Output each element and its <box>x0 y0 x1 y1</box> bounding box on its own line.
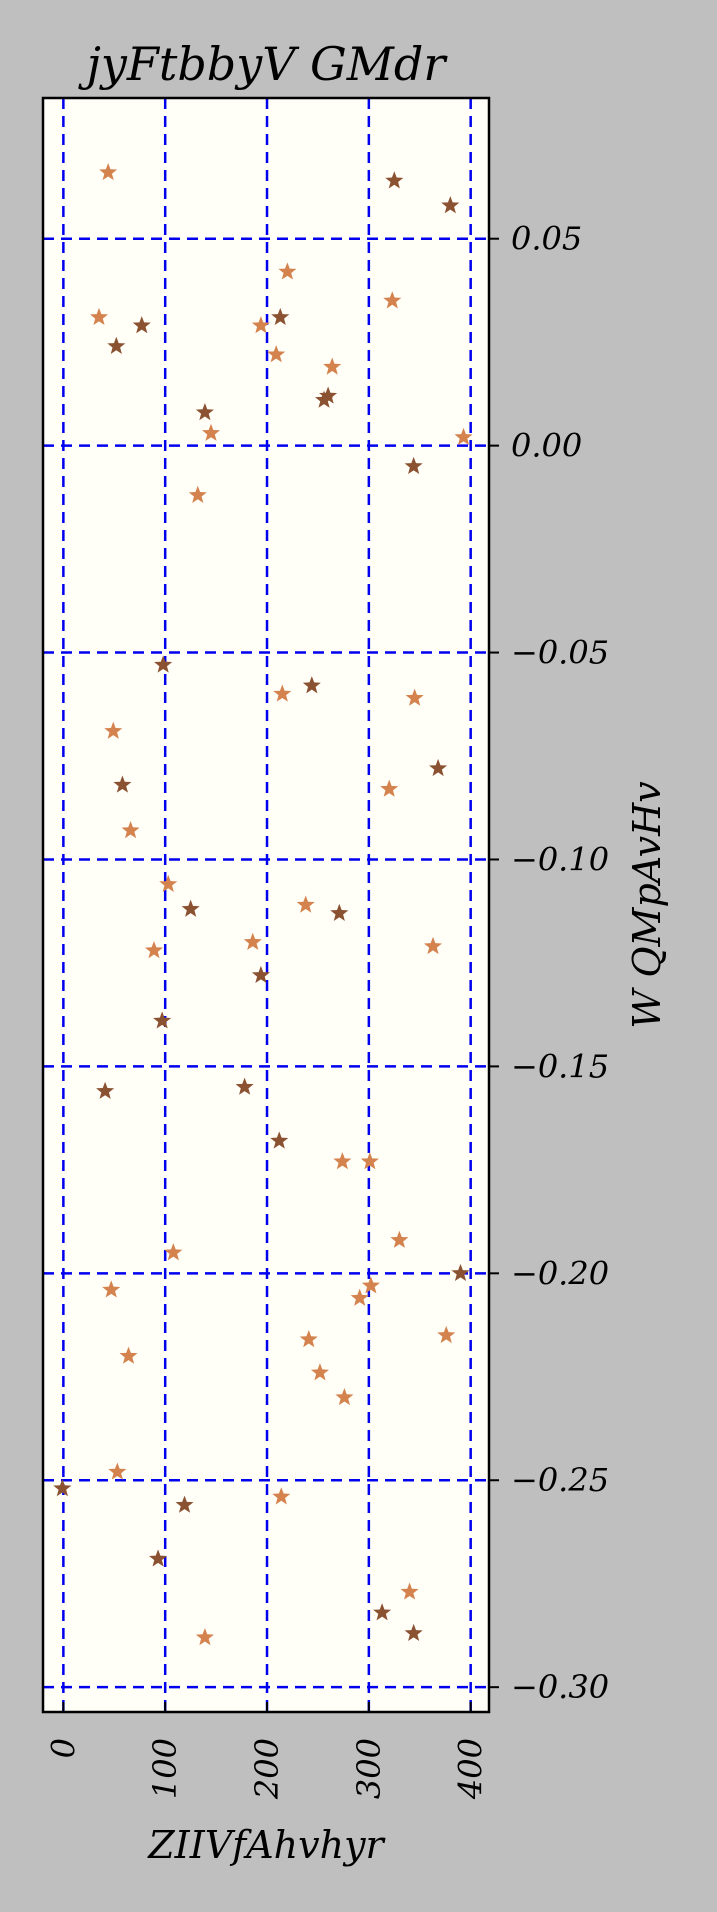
scatter-point-series-1 <box>315 390 334 408</box>
scatter-point-series-1 <box>251 965 270 984</box>
scatter-point-series-1 <box>429 758 448 777</box>
scatter-point-series-2 <box>251 316 270 334</box>
scatter-point-series-1 <box>175 1495 194 1513</box>
scatter-point-series-2 <box>119 1346 138 1364</box>
y-tick-label: −0.05 <box>511 634 609 672</box>
scatter-point-series-2 <box>108 1462 127 1480</box>
data-points <box>53 162 473 1646</box>
scatter-point-series-1 <box>404 456 423 475</box>
plot-frame <box>41 96 491 1714</box>
x-tick-label: 400 <box>452 1738 490 1800</box>
x-tick-label: 200 <box>248 1738 286 1800</box>
scatter-point-series-2 <box>273 684 292 702</box>
scatter-point-series-2 <box>296 895 315 913</box>
x-tick-label: 0 <box>44 1738 82 1758</box>
x-tick-label: 300 <box>350 1738 388 1799</box>
scatter-point-series-1 <box>149 1549 168 1567</box>
scatter-point-series-2 <box>380 779 399 797</box>
scatter-point-series-2 <box>360 1152 379 1170</box>
scatter-point-series-2 <box>195 1628 214 1646</box>
scatter-point-series-2 <box>299 1330 318 1348</box>
scatter-point-series-1 <box>96 1081 115 1099</box>
scatter-point-series-1 <box>404 1623 423 1642</box>
scatter-point-series-1 <box>451 1263 470 1282</box>
scatter-point-series-2 <box>333 1152 352 1170</box>
scatter-point-series-2 <box>361 1276 380 1294</box>
y-tick-label: 0.00 <box>511 427 582 465</box>
scatter-point-series-2 <box>335 1387 354 1406</box>
scatter-point-series-1 <box>113 775 132 793</box>
axis-ticks: 0 100 200 300 400 0.05 0.00 −0.05 −0.10 −0.15 −0.2… <box>44 220 609 1800</box>
scatter-point-series-1 <box>373 1603 392 1621</box>
scatter-point-series-2 <box>159 874 178 892</box>
scatter-point-series-2 <box>278 262 297 280</box>
scatter-point-series-2 <box>350 1288 369 1306</box>
scatter-point-series-2 <box>104 721 123 739</box>
scatter-point-series-2 <box>89 307 109 326</box>
scatter-point-series-1 <box>153 1011 172 1029</box>
scatter-point-series-2 <box>164 1243 183 1261</box>
scatter-point-series-2 <box>400 1582 419 1600</box>
scatter-point-series-2 <box>390 1230 409 1248</box>
scatter-point-series-1 <box>271 307 290 326</box>
scatter-point-series-1 <box>330 903 349 921</box>
scatter-point-series-2 <box>323 357 342 375</box>
scatter-point-series-2 <box>272 1487 291 1505</box>
y-tick-label: −0.10 <box>511 840 609 878</box>
scatter-point-series-1 <box>235 1077 254 1095</box>
scatter-point-series-1 <box>132 316 151 334</box>
y-tick-label: −0.25 <box>511 1461 609 1499</box>
scatter-point-series-1 <box>181 899 200 917</box>
scatter-point-series-1 <box>270 1131 289 1149</box>
chart-title: jyFtbbyV GMdr <box>78 37 449 91</box>
scatter-point-series-2 <box>102 1280 121 1298</box>
plot-area <box>43 98 489 1712</box>
y-tick-label: −0.30 <box>511 1668 609 1706</box>
scatter-point-series-1 <box>53 1479 72 1497</box>
scatter-point-series-2 <box>383 291 402 309</box>
scatter-point-series-2 <box>99 162 118 181</box>
scatter-point-series-2 <box>405 688 424 706</box>
scatter-point-series-1 <box>441 196 460 214</box>
scatter-point-series-1 <box>319 386 338 404</box>
y-axis-label: W QMpAvHv <box>625 781 669 1029</box>
x-tick-label: 100 <box>146 1738 184 1799</box>
grid-lines <box>43 98 489 1712</box>
x-axis-label: ZIIVfAhvhyr <box>147 1823 386 1867</box>
scatter-point-series-1 <box>107 336 126 354</box>
y-tick-label: −0.15 <box>511 1047 609 1085</box>
scatter-point-series-2 <box>310 1363 329 1381</box>
scatter-point-series-2 <box>121 821 140 839</box>
scatter-point-series-2 <box>454 427 473 446</box>
scatter-point-series-2 <box>423 936 443 955</box>
scatter-point-series-2 <box>201 423 221 441</box>
scatter-point-series-2 <box>267 345 286 363</box>
y-tick-label: −0.20 <box>511 1254 609 1292</box>
y-tick-label: 0.05 <box>511 220 582 258</box>
scatter-point-series-2 <box>243 932 262 950</box>
scatter-point-series-1 <box>302 676 321 694</box>
scatter-point-series-1 <box>385 171 404 189</box>
scatter-point-series-1 <box>154 655 173 673</box>
scatter-point-series-2 <box>144 941 164 959</box>
scatter-point-series-2 <box>188 485 207 503</box>
scatter-point-series-1 <box>195 403 214 421</box>
scatter-point-series-2 <box>437 1325 456 1344</box>
